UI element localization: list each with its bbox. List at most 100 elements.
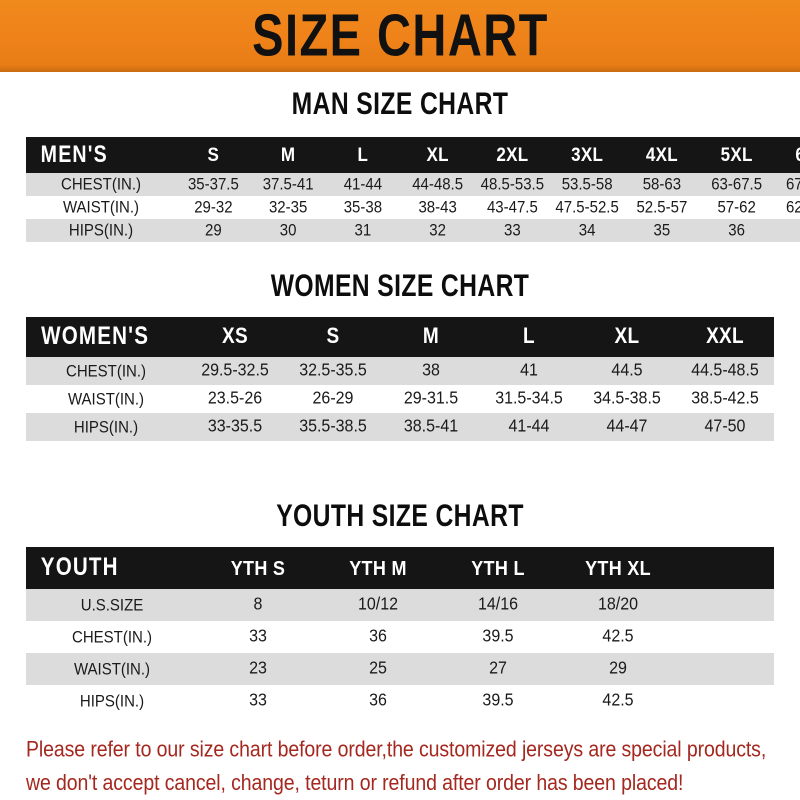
youth-chest-2: 39.5 bbox=[438, 621, 558, 653]
women-hips-0: 33-35.5 bbox=[186, 413, 284, 441]
youth-ussize-3: 18/20 bbox=[558, 589, 678, 621]
youth-row-spacer bbox=[678, 589, 774, 621]
table-row: WAIST(IN.) 23 25 27 29 bbox=[26, 653, 774, 685]
man-waist-5: 47.5-52.5 bbox=[549, 196, 625, 219]
women-chest-2: 38 bbox=[382, 357, 480, 385]
table-header-row: WOMEN'S XS S M L XL XXL bbox=[26, 317, 774, 357]
youth-chest-0: 33 bbox=[198, 621, 318, 653]
women-chest-1: 32.5-35.5 bbox=[284, 357, 382, 385]
man-chest-6: 58-63 bbox=[624, 173, 700, 196]
youth-header-spacer bbox=[678, 547, 774, 589]
women-hips-5: 47-50 bbox=[676, 413, 774, 441]
disclaimer-line-1: Please refer to our size chart before or… bbox=[26, 737, 767, 763]
man-row-label-chest: CHEST(IN.) bbox=[26, 173, 176, 196]
table-row: CHEST(IN.) 33 36 39.5 42.5 bbox=[26, 621, 774, 653]
youth-chest-3: 42.5 bbox=[558, 621, 678, 653]
disclaimer-line-2: we don't accept cancel, change, teturn o… bbox=[26, 771, 684, 796]
youth-ussize-2: 14/16 bbox=[438, 589, 558, 621]
banner-title: SIZE CHART bbox=[251, 2, 549, 69]
man-chest-2: 41-44 bbox=[325, 173, 401, 196]
women-chest-4: 44.5 bbox=[578, 357, 676, 385]
man-size-col-1: M bbox=[250, 137, 326, 173]
women-size-col-1: S bbox=[284, 317, 382, 357]
man-hips-8: 37 bbox=[774, 219, 800, 242]
man-hips-0: 29 bbox=[176, 219, 251, 242]
youth-hips-0: 33 bbox=[198, 685, 318, 717]
youth-hips-2: 39.5 bbox=[438, 685, 558, 717]
women-size-col-5: XXL bbox=[676, 317, 774, 357]
table-row: CHEST(IN.) 29.5-32.5 32.5-35.5 38 41 44.… bbox=[26, 357, 774, 385]
women-size-col-2: M bbox=[382, 317, 480, 357]
man-waist-4: 43-47.5 bbox=[475, 196, 550, 219]
table-row: WAIST(IN.) 23.5-26 26-29 29-31.5 31.5-34… bbox=[26, 385, 774, 413]
table-header-row: YOUTH YTH S YTH M YTH L YTH XL bbox=[26, 547, 774, 589]
man-size-col-6: 4XL bbox=[624, 137, 700, 173]
man-size-col-4: 2XL bbox=[475, 137, 550, 173]
women-chest-3: 41 bbox=[480, 357, 578, 385]
man-hips-2: 31 bbox=[325, 219, 401, 242]
man-chest-7: 63-67.5 bbox=[699, 173, 774, 196]
disclaimer: Please refer to our size chart before or… bbox=[26, 733, 778, 800]
women-hips-4: 44-47 bbox=[578, 413, 676, 441]
youth-ussize-1: 10/12 bbox=[318, 589, 438, 621]
man-size-col-2: L bbox=[325, 137, 401, 173]
women-size-table: WOMEN'S XS S M L XL XXL CHEST(IN.) 29.5-… bbox=[26, 317, 774, 441]
man-waist-2: 35-38 bbox=[325, 196, 401, 219]
youth-hips-3: 42.5 bbox=[558, 685, 678, 717]
man-header-label: MEN'S bbox=[26, 137, 176, 173]
women-size-col-3: L bbox=[480, 317, 578, 357]
youth-waist-3: 29 bbox=[558, 653, 678, 685]
man-waist-1: 32-35 bbox=[250, 196, 326, 219]
man-chest-1: 37.5-41 bbox=[250, 173, 326, 196]
youth-chest-1: 36 bbox=[318, 621, 438, 653]
youth-row-spacer bbox=[678, 685, 774, 717]
man-size-col-5: 3XL bbox=[549, 137, 625, 173]
women-row-label-waist: WAIST(IN.) bbox=[26, 385, 186, 413]
youth-size-table: YOUTH YTH S YTH M YTH L YTH XL U.S.SIZE … bbox=[26, 547, 774, 717]
youth-hips-1: 36 bbox=[318, 685, 438, 717]
youth-row-spacer bbox=[678, 653, 774, 685]
man-section-title: MAN SIZE CHART bbox=[291, 84, 509, 122]
man-waist-3: 38-43 bbox=[400, 196, 475, 219]
man-hips-7: 36 bbox=[699, 219, 774, 242]
man-waist-7: 57-62 bbox=[699, 196, 774, 219]
youth-waist-2: 27 bbox=[438, 653, 558, 685]
youth-row-label-hips: HIPS(IN.) bbox=[26, 685, 198, 717]
youth-row-label-ussize: U.S.SIZE bbox=[26, 589, 198, 621]
women-section-title: WOMEN SIZE CHART bbox=[270, 266, 530, 304]
women-waist-3: 31.5-34.5 bbox=[480, 385, 578, 413]
man-hips-3: 32 bbox=[400, 219, 475, 242]
man-row-label-hips: HIPS(IN.) bbox=[26, 219, 176, 242]
women-chest-5: 44.5-48.5 bbox=[676, 357, 774, 385]
table-row: HIPS(IN.) 33 36 39.5 42.5 bbox=[26, 685, 774, 717]
table-row: CHEST(IN.) 35-37.5 37.5-41 41-44 44-48.5… bbox=[26, 173, 800, 196]
man-waist-0: 29-32 bbox=[176, 196, 251, 219]
banner: SIZE CHART bbox=[0, 0, 800, 72]
youth-row-label-chest: CHEST(IN.) bbox=[26, 621, 198, 653]
man-size-table: MEN'S S M L XL 2XL 3XL 4XL 5XL 6XL CHEST… bbox=[26, 137, 800, 242]
youth-header-label: YOUTH bbox=[26, 547, 198, 589]
youth-size-col-3: YTH XL bbox=[558, 547, 678, 589]
man-hips-4: 33 bbox=[475, 219, 550, 242]
man-chest-4: 48.5-53.5 bbox=[475, 173, 550, 196]
youth-size-col-0: YTH S bbox=[198, 547, 318, 589]
youth-waist-0: 23 bbox=[198, 653, 318, 685]
man-size-col-0: S bbox=[176, 137, 251, 173]
table-header-row: MEN'S S M L XL 2XL 3XL 4XL 5XL 6XL bbox=[26, 137, 800, 173]
youth-row-spacer bbox=[678, 621, 774, 653]
women-header-label: WOMEN'S bbox=[26, 317, 186, 357]
women-hips-1: 35.5-38.5 bbox=[284, 413, 382, 441]
table-row: HIPS(IN.) 33-35.5 35.5-38.5 38.5-41 41-4… bbox=[26, 413, 774, 441]
youth-row-label-waist: WAIST(IN.) bbox=[26, 653, 198, 685]
youth-waist-1: 25 bbox=[318, 653, 438, 685]
man-chest-3: 44-48.5 bbox=[400, 173, 475, 196]
women-row-label-chest: CHEST(IN.) bbox=[26, 357, 186, 385]
table-row: U.S.SIZE 8 10/12 14/16 18/20 bbox=[26, 589, 774, 621]
women-hips-2: 38.5-41 bbox=[382, 413, 480, 441]
table-row: WAIST(IN.) 29-32 32-35 35-38 38-43 43-47… bbox=[26, 196, 800, 219]
women-waist-2: 29-31.5 bbox=[382, 385, 480, 413]
youth-ussize-0: 8 bbox=[198, 589, 318, 621]
man-size-col-7: 5XL bbox=[699, 137, 774, 173]
women-size-col-0: XS bbox=[186, 317, 284, 357]
